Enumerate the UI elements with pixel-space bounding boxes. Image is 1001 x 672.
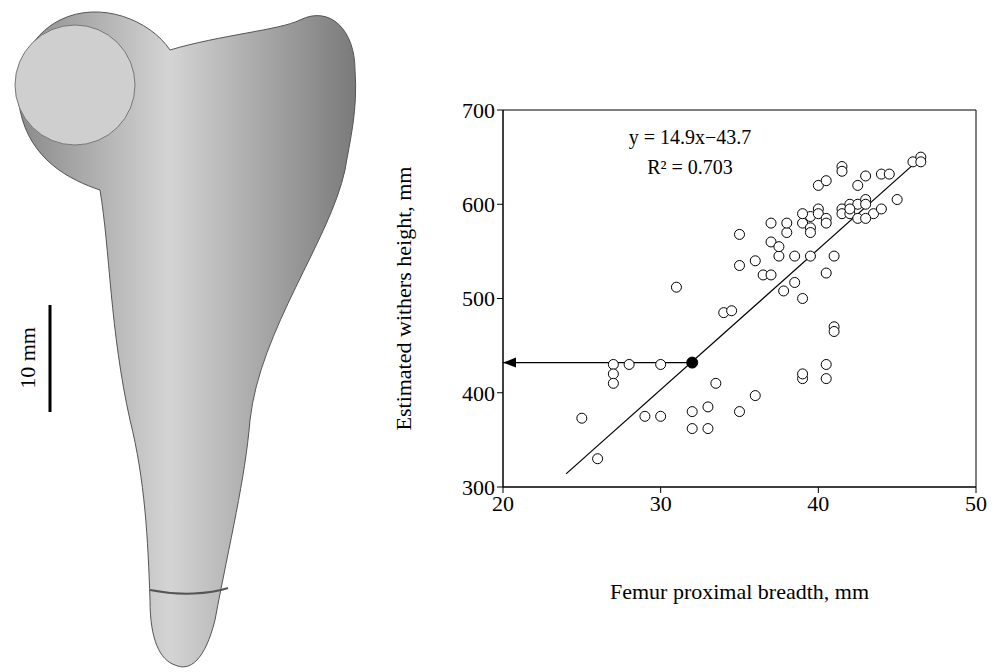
- svg-text:30: 30: [650, 491, 672, 516]
- svg-text:20: 20: [492, 491, 514, 516]
- html-text:R² = 0.703: R² = 0.703: [647, 156, 733, 178]
- svg-text:Femur proximal breadth, mm: Femur proximal breadth, mm: [610, 579, 869, 604]
- svg-text:600: 600: [462, 192, 495, 217]
- svg-text:Estimated withers height, mm: Estimated withers height, mm: [391, 167, 416, 431]
- svg-text:500: 500: [462, 286, 495, 311]
- svg-text:400: 400: [462, 381, 495, 406]
- svg-text:10 mm: 10 mm: [15, 327, 40, 389]
- html-text:y = 14.9x−43.7: y = 14.9x−43.7: [628, 126, 752, 148]
- svg-text:300: 300: [462, 475, 495, 500]
- svg-text:700: 700: [462, 98, 495, 123]
- svg-text:40: 40: [807, 491, 829, 516]
- svg-text:50: 50: [965, 491, 987, 516]
